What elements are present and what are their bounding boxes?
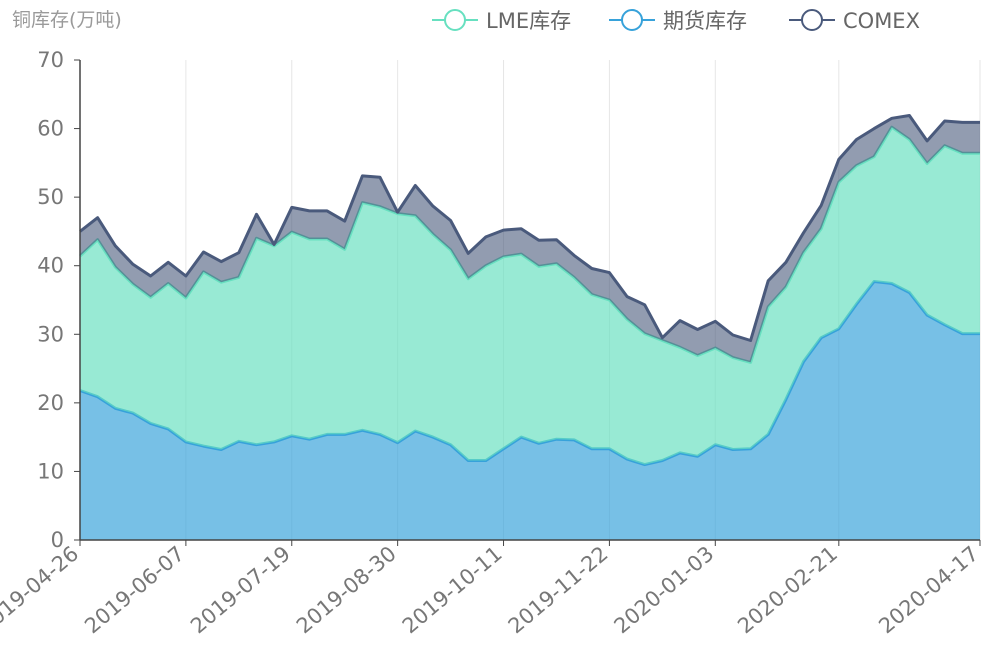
legend-swatch-marker (801, 9, 823, 31)
series-area (80, 127, 980, 465)
y-tick-label: 50 (37, 185, 64, 209)
y-tick-label: 30 (37, 322, 64, 346)
legend-label: LME库存 (486, 9, 571, 33)
y-tick-label: 0 (51, 528, 64, 552)
legend-swatch-marker (444, 9, 466, 31)
y-axis-unit-label: 铜库存(万吨) (12, 9, 122, 31)
x-tick-label: 2019-04-26 (0, 541, 83, 638)
x-axis-ticks: 2019-04-262019-06-072019-07-192019-08-30… (0, 540, 983, 638)
legend-item[interactable]: 期货库存 (609, 9, 747, 33)
legend[interactable]: LME库存 期货库存 COMEX (432, 9, 920, 33)
x-tick-label: 2019-10-11 (398, 541, 507, 638)
y-tick-label: 70 (37, 48, 64, 72)
area-series (78, 114, 980, 540)
legend-item[interactable]: COMEX (789, 9, 920, 33)
x-tick-label: 2019-07-19 (186, 541, 295, 638)
y-tick-label: 20 (37, 391, 64, 415)
y-axis-ticks: 0 10 20 30 40 50 60 70 (37, 48, 80, 552)
x-tick-label: 2019-06-07 (80, 541, 189, 638)
x-tick-label: 2020-02-21 (733, 541, 842, 638)
x-tick-label: 2020-01-03 (610, 541, 719, 638)
legend-label: COMEX (843, 9, 920, 33)
legend-item[interactable]: LME库存 (432, 9, 571, 33)
y-tick-label: 10 (37, 459, 64, 483)
axes (79, 60, 980, 541)
series-area (80, 115, 980, 363)
legend-swatch-marker (621, 9, 643, 31)
y-tick-label: 60 (37, 117, 64, 141)
x-tick-label: 2020-04-17 (874, 541, 983, 638)
series-area (80, 281, 980, 540)
x-tick-label: 2019-08-30 (292, 541, 401, 638)
legend-label: 期货库存 (663, 9, 747, 33)
x-tick-label: 2019-11-22 (504, 541, 613, 638)
series-line (79, 114, 980, 342)
y-tick-label: 40 (37, 254, 64, 278)
